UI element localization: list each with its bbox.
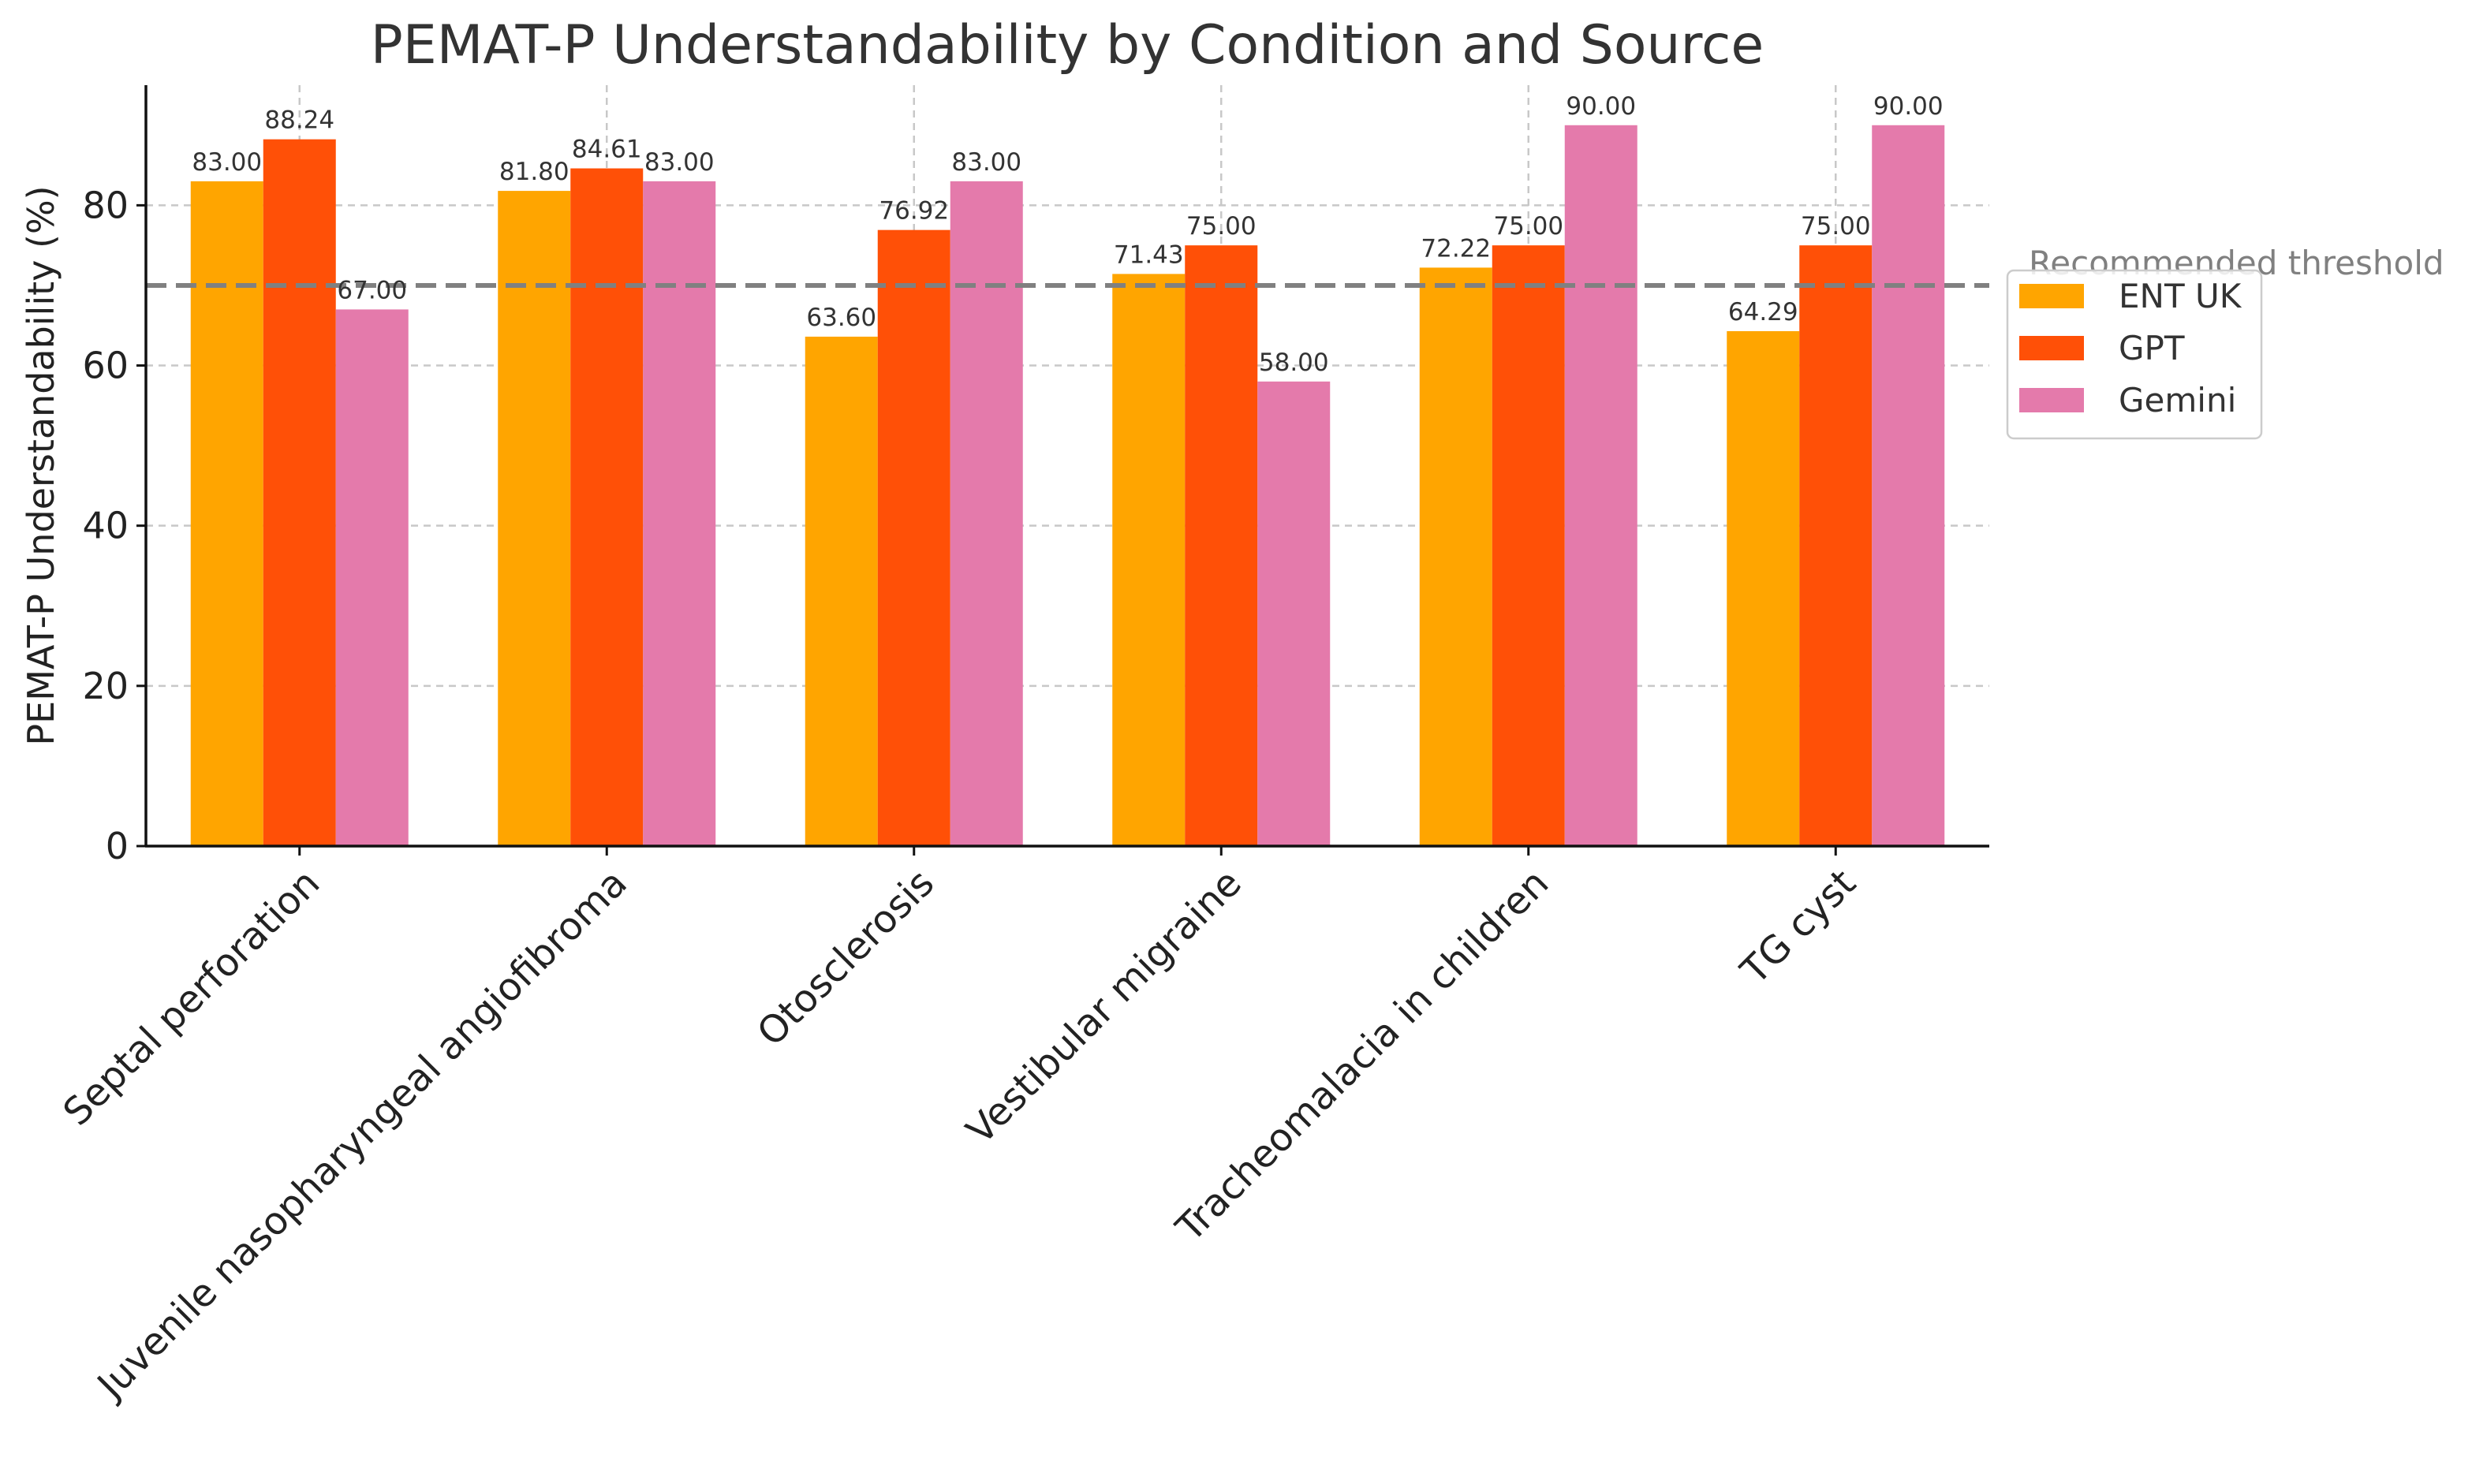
legend-swatch (2019, 388, 2084, 412)
data-label: 76.92 (879, 197, 949, 226)
x-tick-label: Septal perforation (54, 861, 328, 1135)
bar (1257, 381, 1331, 846)
chart-title: PEMAT-P Understandability by Condition a… (371, 14, 1764, 76)
bar (1872, 125, 1945, 846)
data-label: 64.29 (1728, 298, 1798, 326)
legend-swatch (2019, 336, 2084, 360)
data-label: 83.00 (192, 148, 262, 177)
legend-swatch (2019, 284, 2084, 308)
bar (1492, 245, 1565, 846)
y-tick-label: 20 (82, 665, 129, 707)
data-label: 75.00 (1801, 212, 1871, 240)
bar (1727, 330, 1800, 846)
bar (805, 336, 878, 846)
data-label: 75.00 (1493, 212, 1563, 240)
y-tick-label: 60 (82, 345, 129, 387)
data-label: 84.61 (572, 136, 642, 164)
x-tick-label: Tracheomalacia in children (1167, 861, 1557, 1251)
bar (1799, 245, 1873, 846)
data-label: 81.80 (499, 158, 569, 186)
y-tick-label: 80 (82, 184, 129, 226)
data-label: 83.00 (644, 148, 715, 177)
data-label: 83.00 (951, 148, 1021, 177)
bar (877, 229, 950, 846)
x-tick-label: TG cyst (1732, 861, 1865, 994)
y-tick-label: 0 (106, 825, 129, 867)
bar (1419, 267, 1492, 846)
data-label: 72.22 (1421, 234, 1491, 263)
data-label: 75.00 (1186, 212, 1257, 240)
legend-label: Gemini (2119, 381, 2236, 419)
x-tick-label: Juvenile nasopharyngeal angiofibroma (88, 861, 636, 1409)
x-tick-label: Vestibular migraine (958, 861, 1250, 1153)
x-tick-label: Otosclerosis (749, 861, 943, 1055)
data-label: 88.24 (264, 106, 334, 135)
data-label: 90.00 (1873, 92, 1944, 121)
bar (1564, 125, 1637, 846)
data-label: 71.43 (1114, 240, 1184, 269)
legend-label: GPT (2119, 329, 2185, 367)
y-axis-label: PEMAT-P Understandability (%) (20, 185, 62, 745)
bar (498, 191, 571, 846)
bar (570, 168, 644, 846)
data-label: 67.00 (337, 276, 407, 304)
data-label: 58.00 (1259, 349, 1329, 377)
legend-label: ENT UK (2119, 277, 2242, 315)
bar (643, 181, 716, 847)
data-label: 63.60 (806, 304, 876, 332)
bar (950, 181, 1023, 847)
bar (263, 139, 336, 847)
bar (190, 181, 263, 847)
bar (335, 309, 409, 847)
bar (1185, 245, 1258, 846)
y-tick-label: 40 (82, 505, 129, 547)
bar (1112, 274, 1186, 846)
data-label: 90.00 (1566, 92, 1636, 121)
